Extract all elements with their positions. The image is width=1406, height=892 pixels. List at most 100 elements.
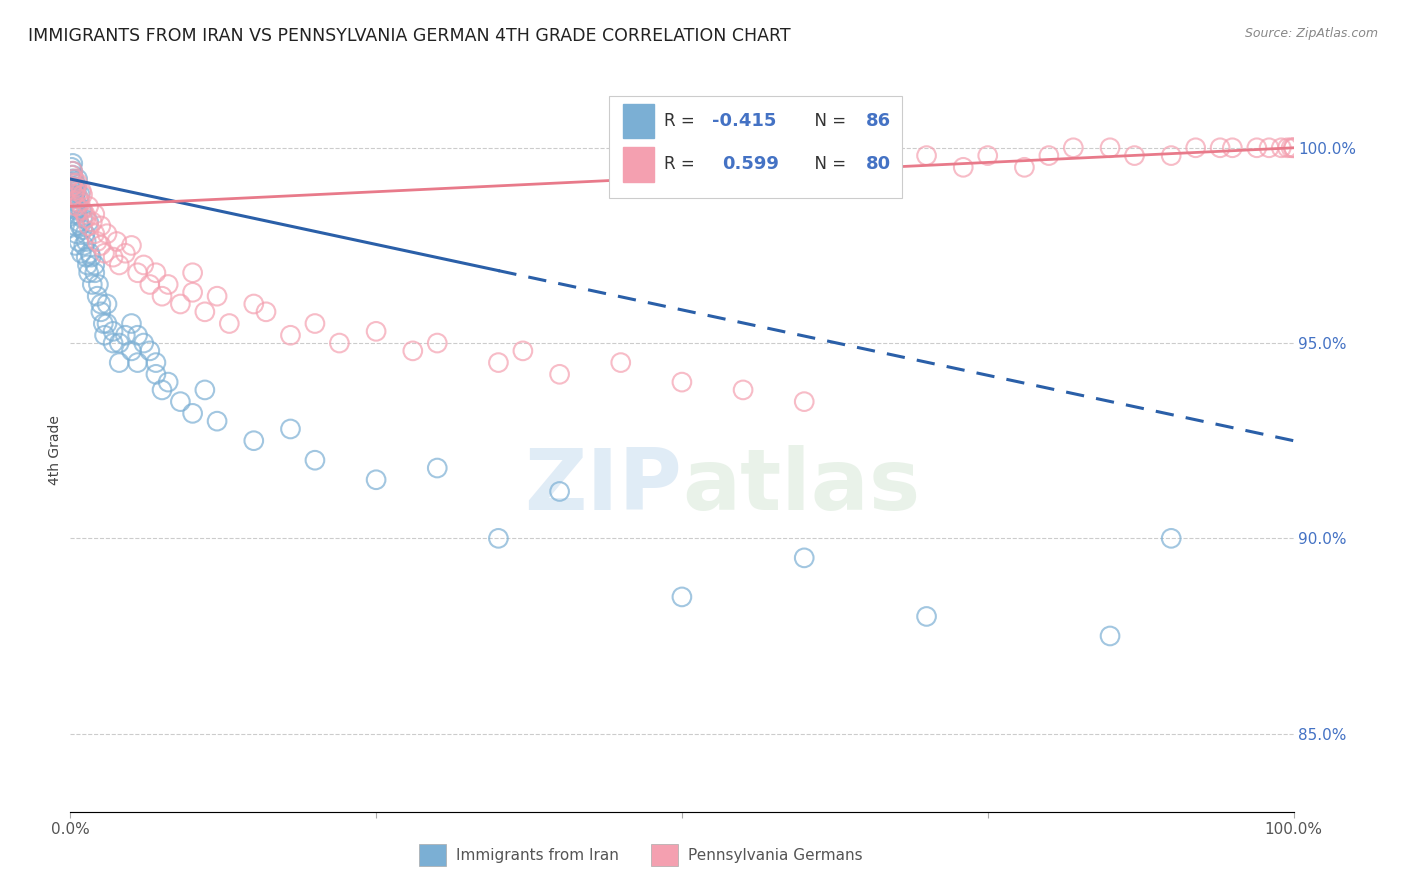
Point [280,328,302,343]
Point [67,235,90,249]
Point [671,590,693,604]
Point [87,277,110,292]
Point [1258,141,1281,155]
Point [73,238,96,252]
Point [915,609,938,624]
Point [91,317,114,331]
Text: Immigrants from Iran: Immigrants from Iran [456,847,619,863]
FancyBboxPatch shape [623,103,654,138]
Point [1038,148,1060,162]
Point [60,179,83,194]
Point [82,215,104,229]
Point [63,179,86,194]
Point [108,258,131,272]
Point [96,297,118,311]
Text: IMMIGRANTS FROM IRAN VS PENNSYLVANIA GERMAN 4TH GRADE CORRELATION CHART: IMMIGRANTS FROM IRAN VS PENNSYLVANIA GER… [28,27,790,45]
Point [121,343,143,358]
Point [1099,629,1122,643]
Point [83,266,105,280]
Point [366,473,388,487]
Point [671,375,693,389]
Point [62,164,84,178]
Text: N =: N = [804,112,852,130]
Point [90,305,112,319]
Point [976,148,998,162]
Point [72,187,94,202]
Point [830,148,852,162]
Point [157,375,180,389]
Point [83,227,105,241]
Point [63,192,86,206]
Point [63,172,86,186]
Point [60,161,83,175]
FancyBboxPatch shape [609,96,903,198]
Point [139,277,162,292]
Point [90,238,112,252]
Point [90,297,112,311]
Point [169,297,191,311]
Point [62,199,84,213]
Point [77,219,100,233]
Point [108,336,131,351]
Point [488,355,510,369]
Text: ZIP: ZIP [524,445,682,528]
Point [60,179,83,194]
Point [426,336,449,351]
Text: R =: R = [664,112,700,130]
FancyBboxPatch shape [419,844,446,866]
Point [65,203,87,218]
Point [70,184,93,198]
Point [79,246,101,260]
Text: Source: ZipAtlas.com: Source: ZipAtlas.com [1244,27,1378,40]
Point [1220,141,1243,155]
Point [63,184,86,198]
Point [101,324,124,338]
Point [101,250,124,264]
Point [127,355,149,369]
Point [127,328,149,343]
Point [63,238,86,252]
Point [243,434,266,448]
Point [93,328,115,343]
Point [66,176,89,190]
Point [150,383,173,397]
Point [63,172,86,186]
Point [488,532,510,546]
Point [1184,141,1206,155]
Point [169,394,191,409]
Point [1282,141,1305,155]
Point [114,246,136,260]
Point [194,383,217,397]
Point [121,238,143,252]
Point [1279,141,1302,155]
Point [139,343,162,358]
Point [304,317,326,331]
Point [548,484,571,499]
Point [65,195,87,210]
Point [402,343,425,358]
Point [63,187,86,202]
Point [67,192,90,206]
Point [145,355,167,369]
Text: atlas: atlas [682,445,920,528]
Point [1160,532,1182,546]
Point [108,355,131,369]
Point [93,246,115,260]
Y-axis label: 4th Grade: 4th Grade [48,416,62,485]
Point [63,184,86,198]
FancyBboxPatch shape [623,147,654,182]
Point [80,250,103,264]
Text: -0.415: -0.415 [713,112,778,130]
Point [1277,141,1299,155]
Point [1246,141,1268,155]
Point [181,406,204,420]
Point [132,258,155,272]
Point [218,317,240,331]
Point [90,219,112,233]
Point [1282,141,1305,155]
Point [952,161,974,175]
Point [96,227,118,241]
Point [243,297,266,311]
Point [915,148,938,162]
Point [83,207,105,221]
